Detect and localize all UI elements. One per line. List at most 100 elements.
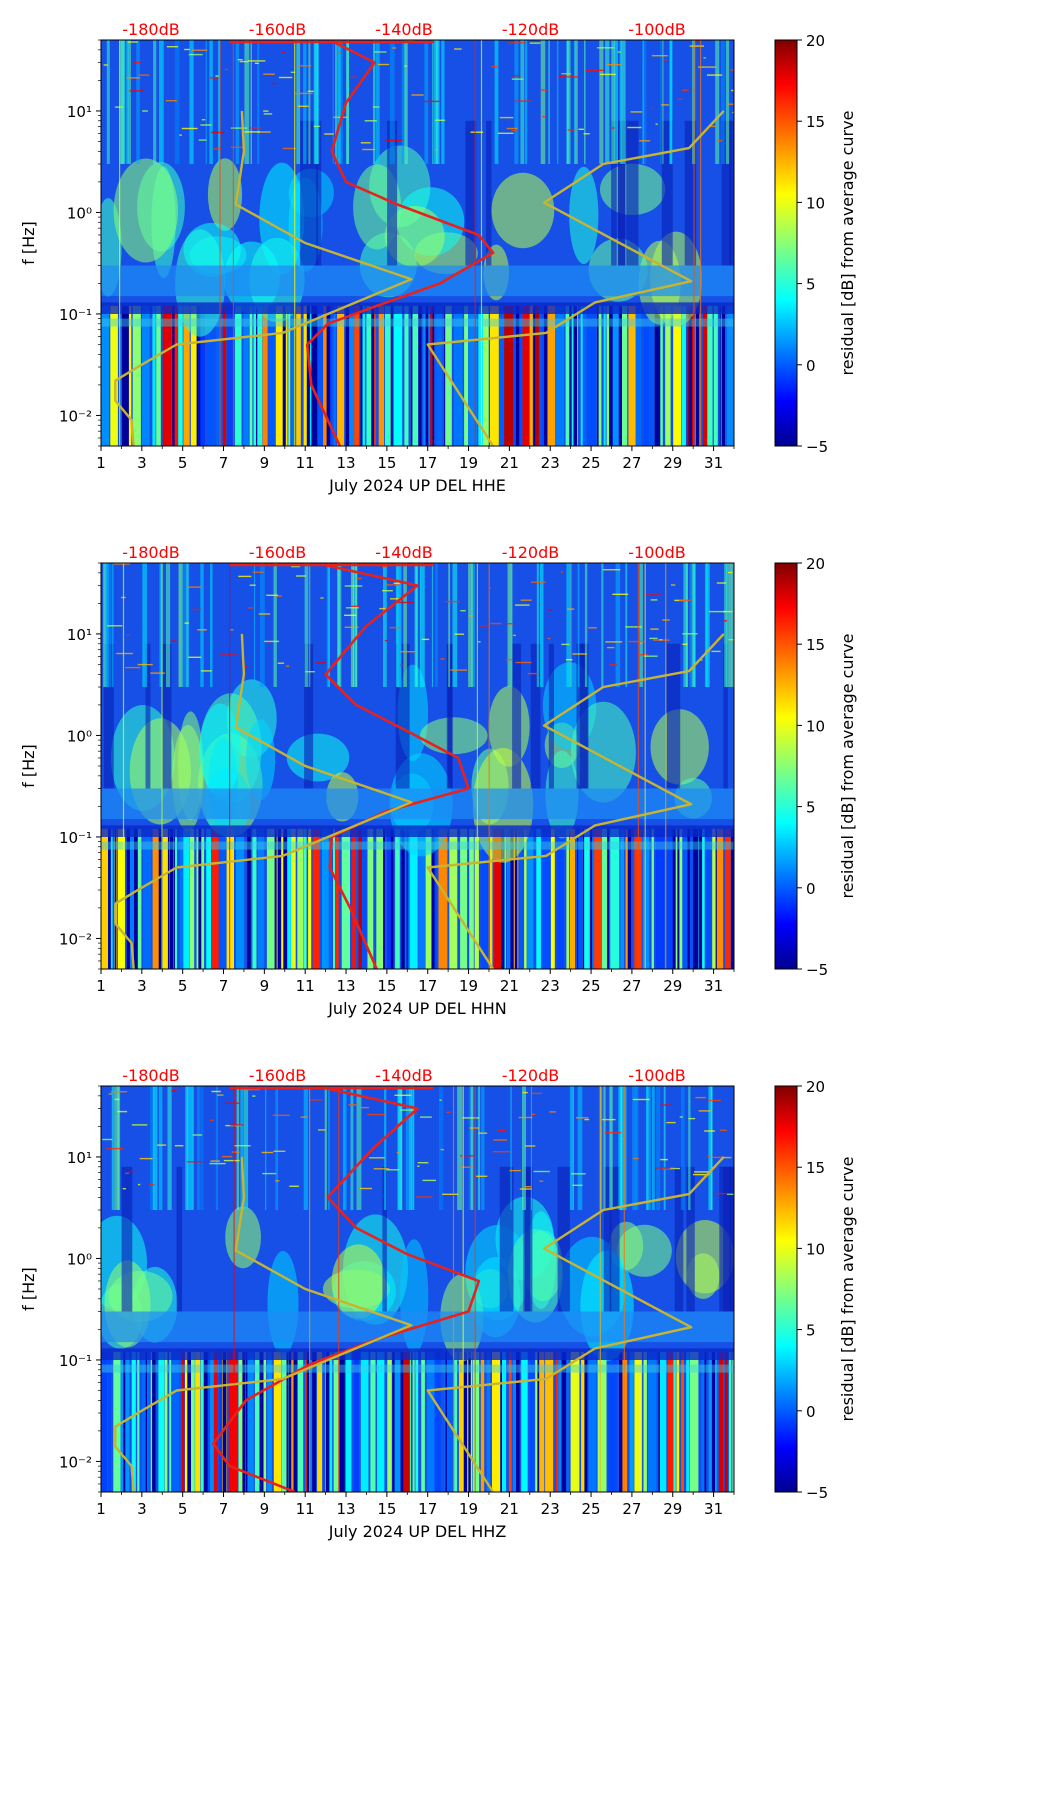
- heatmap-cell: [110, 1091, 128, 1093]
- heatmap-cell: [107, 625, 123, 627]
- heatmap-cell: [731, 828, 734, 969]
- heatmap-cell: [215, 75, 219, 77]
- heatmap-cell: [626, 120, 639, 266]
- heatmap-cell: [693, 40, 695, 446]
- heatmap-cell: [290, 71, 296, 73]
- colorbar-tick-label: 15: [806, 1159, 825, 1177]
- heatmap-cell: [540, 563, 544, 687]
- heatmap-cell: [715, 828, 717, 969]
- heatmap-cell: [230, 127, 248, 129]
- heatmap-cell: [491, 66, 498, 68]
- heatmap-cell: [136, 40, 140, 164]
- heatmap-cell: [281, 51, 285, 53]
- heatmap-cell: [335, 828, 339, 969]
- heatmap-cell: [281, 1351, 290, 1492]
- heatmap-cell: [305, 671, 315, 673]
- heatmap-cell: [682, 828, 688, 969]
- heatmap-cell: [220, 828, 226, 969]
- heatmap-cell: [276, 1086, 278, 1210]
- heatmap-cell: [340, 40, 343, 164]
- heatmap-cell: [312, 1351, 316, 1492]
- heatmap-cell: [262, 305, 268, 446]
- heatmap-cell: [476, 563, 478, 969]
- heatmap-cell: [562, 1351, 567, 1492]
- heatmap-cell: [584, 563, 588, 687]
- heatmap-cell: [418, 305, 422, 446]
- heatmap-cell: [220, 653, 237, 655]
- heatmap-cell: [219, 1351, 222, 1492]
- x-tick-label: 5: [178, 1500, 188, 1518]
- heatmap-cell: [674, 599, 684, 602]
- heatmap-cell: [339, 563, 342, 687]
- heatmap-cell: [188, 53, 203, 56]
- heatmap-cell: [162, 305, 172, 446]
- heatmap-cell: [679, 1116, 683, 1118]
- heatmap-cell: [723, 643, 728, 789]
- heatmap-cell: [435, 563, 438, 687]
- heatmap-cell: [291, 1351, 295, 1492]
- x-tick-label: 3: [137, 977, 147, 995]
- heatmap-cell: [642, 40, 644, 164]
- heatmap-cell: [721, 305, 726, 446]
- x-tick-label: 29: [663, 1500, 682, 1518]
- heatmap-cell: [604, 1132, 622, 1134]
- heatmap-cell: [679, 599, 691, 602]
- heatmap-cell: [570, 563, 572, 687]
- db-scale-label: -100dB: [628, 1066, 685, 1085]
- heatmap-cell: [581, 1351, 588, 1492]
- heatmap-cell: [131, 1124, 148, 1126]
- heatmap-cell: [462, 1117, 480, 1119]
- heatmap-cell: [420, 717, 488, 755]
- heatmap-cell: [440, 1148, 445, 1151]
- heatmap-cell: [651, 1086, 655, 1210]
- heatmap-cell: [708, 1099, 721, 1102]
- heatmap-cell: [101, 1351, 107, 1492]
- heatmap-cell: [419, 563, 425, 687]
- heatmap-cell: [726, 305, 734, 446]
- heatmap-cell: [313, 305, 323, 446]
- heatmap-cell: [405, 1086, 410, 1210]
- heatmap-cell: [338, 1086, 340, 1492]
- heatmap-cell: [199, 305, 201, 446]
- x-tick-label: 25: [582, 454, 601, 472]
- heatmap-cell: [644, 594, 661, 596]
- psd-curve: [315, 563, 470, 969]
- heatmap-cell: [267, 1351, 272, 1492]
- heatmap-cell: [265, 1086, 267, 1210]
- heatmap-cell: [578, 128, 584, 130]
- heatmap-cell: [383, 828, 385, 969]
- heatmap-cell: [171, 1090, 177, 1092]
- heatmap-cell: [317, 1351, 323, 1492]
- heatmap-cell: [535, 1351, 540, 1492]
- heatmap-cell: [454, 1351, 458, 1492]
- heatmap-cell: [566, 828, 569, 969]
- heatmap-cell: [102, 1138, 113, 1141]
- heatmap-cell: [465, 120, 477, 266]
- heatmap-cell: [145, 1351, 147, 1492]
- heatmap-cell: [187, 1351, 191, 1492]
- x-tick-label: 25: [582, 1500, 601, 1518]
- x-tick-label: 15: [377, 454, 396, 472]
- heatmap-cell: [360, 305, 363, 446]
- heatmap-cell: [643, 40, 647, 164]
- heatmap-cell: [704, 1130, 715, 1132]
- heatmap-cell: [190, 305, 199, 446]
- noise-model-curve: [114, 1156, 413, 1492]
- heatmap-cell: [134, 828, 138, 969]
- heatmap-cell: [706, 563, 710, 687]
- noise-model-curve: [426, 110, 725, 446]
- colorbar: [774, 1085, 798, 1493]
- heatmap-cell: [689, 563, 691, 687]
- heatmap-cell: [706, 1155, 710, 1158]
- heatmap-cell: [707, 74, 723, 76]
- heatmap-cell: [211, 1090, 221, 1093]
- heatmap-cell: [435, 119, 446, 121]
- heatmap-cell: [460, 1155, 474, 1157]
- heatmap-cell: [254, 1351, 261, 1492]
- heatmap-cell: [469, 1127, 479, 1129]
- heatmap-cell: [531, 581, 546, 583]
- heatmap-cell: [625, 563, 628, 687]
- heatmap-cell: [403, 563, 407, 687]
- heatmap-cell: [525, 1145, 536, 1147]
